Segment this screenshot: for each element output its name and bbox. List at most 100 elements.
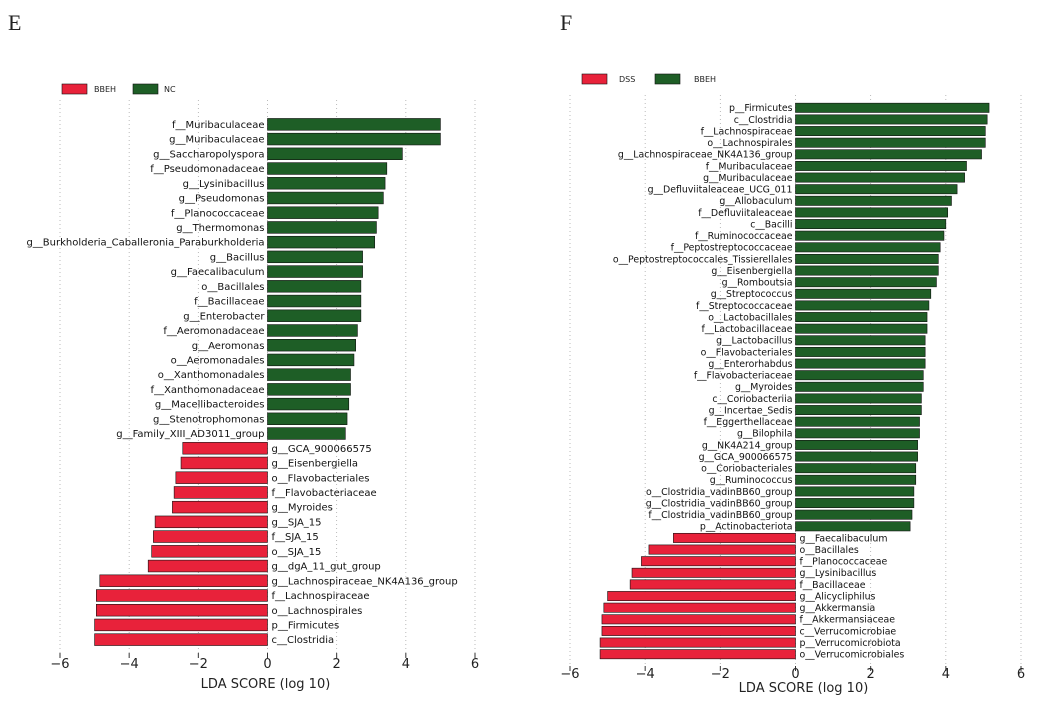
bar-label: o__Aeromonadales	[171, 356, 265, 367]
bar	[267, 309, 362, 322]
bar-label: g__Alicycliphilus	[800, 591, 876, 602]
bar	[175, 471, 268, 484]
bar-label: f__Defluviitaleaceae	[698, 208, 792, 219]
legend-label: BBEH	[94, 85, 116, 94]
legend-label: NC	[164, 85, 176, 94]
bar	[795, 405, 922, 416]
bar-label: f__Muribaculaceae	[706, 161, 793, 172]
bar	[94, 618, 268, 632]
bar	[795, 486, 915, 497]
bar-label: g__Defluviitaleaceae_UCG_011	[648, 185, 793, 196]
bar	[603, 602, 796, 613]
bar	[180, 456, 268, 470]
bar	[267, 265, 363, 278]
x-tick-label: 0	[791, 667, 799, 682]
bar	[795, 358, 926, 369]
bar	[795, 126, 986, 137]
bar	[607, 591, 796, 602]
bar-label: f__Peptostreptococcaceae	[671, 243, 793, 254]
bar	[795, 381, 924, 392]
bar	[99, 574, 268, 587]
bar	[267, 235, 376, 249]
bar	[601, 614, 796, 625]
x-tick-label: 6	[1017, 667, 1025, 682]
bar-label: g__Streptococcus	[711, 289, 793, 300]
bar-label: g__Pseudomonas	[179, 194, 265, 205]
legend: DSS BBEH	[581, 73, 716, 85]
bar-label: g__Incertae_Sedis	[709, 405, 793, 416]
bar-label: g__Bacillus	[210, 252, 265, 263]
bar	[601, 625, 796, 636]
x-axis-label: LDA SCORE (log 10)	[739, 681, 869, 696]
bar-label: f__Akkermansiaceae	[800, 615, 896, 626]
bar	[795, 335, 926, 346]
bar-label: g__Lactobacillus	[716, 336, 792, 347]
bar	[267, 397, 350, 411]
bar-label: g__Akkermansia	[800, 603, 876, 614]
chart-panel-e: −6 −4 −2 0 2 4 6 f__Muribaculaceae g__Muribacula…	[26, 83, 479, 692]
bar	[795, 160, 967, 171]
x-tick-label: −2	[189, 657, 208, 672]
bar-label: o__SJA_15	[272, 547, 322, 558]
bar-label: c__Clostridia	[272, 635, 335, 646]
bar	[795, 393, 922, 404]
bar-label: f__Streptococcaceae	[696, 301, 793, 312]
bar	[172, 500, 268, 514]
bar	[795, 323, 928, 334]
x-tick-label: −6	[50, 657, 69, 672]
bar-label: o__Peptostreptococcales_Tissierellales	[613, 254, 793, 265]
bar	[267, 339, 356, 352]
bar-label: c__Clostridia	[734, 115, 793, 126]
x-axis-label: LDA SCORE (log 10)	[201, 677, 331, 692]
legend-label: BBEH	[694, 75, 716, 84]
bar-label: g__Clostridia_vadinBB60_group	[646, 498, 793, 509]
bar	[795, 521, 911, 532]
bar-label: g__Muribaculaceae	[169, 135, 264, 146]
bar	[173, 486, 268, 499]
bar-label: f__Lachnospiraceae	[272, 591, 370, 602]
bar	[795, 265, 939, 276]
x-tick-label: −4	[120, 657, 139, 672]
bar-label: o__Bacillales	[201, 282, 264, 293]
bar	[795, 428, 920, 439]
legend: BBEH NC	[61, 83, 176, 95]
bar-label: g__Saccharopolyspora	[153, 149, 264, 160]
bar-label: f__Planococcaceae	[800, 557, 888, 568]
bar-label: c__Bacilli	[750, 219, 792, 230]
bar	[182, 442, 268, 455]
bar-label: g__Faecalibaculum	[800, 533, 888, 544]
bar	[267, 383, 351, 396]
bar-label: g__dgA_11_gut_group	[272, 562, 381, 573]
bar	[673, 532, 796, 543]
bar	[151, 545, 268, 558]
bar-label: f__SJA_15	[272, 532, 319, 543]
bar-label: o__Coriobacteriales	[701, 464, 792, 475]
x-tick-label: 4	[402, 657, 410, 672]
bar	[795, 137, 986, 148]
bar-label: f__Flavobacteriaceae	[272, 488, 377, 499]
bar	[795, 300, 930, 311]
bar	[795, 195, 952, 206]
x-tick-label: 6	[471, 657, 479, 672]
bar	[599, 649, 796, 660]
bar	[267, 280, 362, 293]
bar	[94, 633, 268, 646]
bar	[629, 579, 796, 590]
bar-label: p__Firmicutes	[729, 103, 793, 114]
bar-label: g__Burkholderia_Caballeronia_Paraburkhol…	[26, 238, 264, 249]
bar	[267, 221, 377, 234]
bar-label: p__Verrucomicrobiota	[800, 638, 901, 649]
chart-panel-f: −6 −4 −2 0 2 4 6p__Firmicutesc__Clostridiaf__L…	[560, 73, 1025, 696]
bar-label: p__Firmicutes	[272, 621, 340, 632]
bar	[147, 559, 268, 573]
legend-swatch	[581, 73, 608, 85]
bar-label: g__Myroides	[735, 382, 793, 393]
bar	[267, 191, 384, 205]
bar-label: o__Flavobacteriales	[701, 347, 793, 358]
bar-label: o__Flavobacteriales	[272, 473, 370, 484]
bar	[648, 544, 796, 555]
bar	[795, 207, 949, 218]
bar	[267, 132, 441, 146]
legend-label: DSS	[619, 75, 635, 84]
